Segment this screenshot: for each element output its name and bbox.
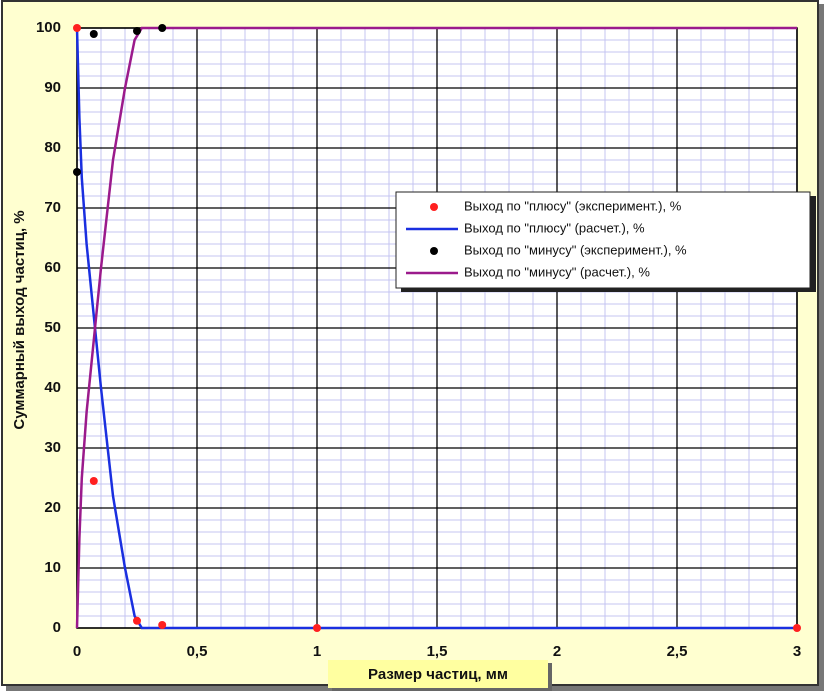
x-tick-label: 2 — [553, 643, 561, 660]
y-tick-label: 70 — [44, 199, 61, 216]
y-axis-title: Суммарный выход частиц, % — [11, 210, 28, 429]
data-point — [73, 24, 81, 32]
data-point — [133, 616, 141, 625]
legend-label: Выход по "плюсу" (расчет.), % — [464, 220, 645, 235]
data-point — [158, 621, 167, 629]
x-tick-label: 3 — [793, 643, 801, 660]
y-tick-label: 60 — [44, 259, 61, 276]
x-tick-label: 0,5 — [187, 643, 208, 660]
legend-label: Выход по "плюсу" (эксперимент.), % — [464, 198, 682, 213]
y-tick-label: 90 — [44, 79, 61, 96]
data-point — [158, 24, 167, 32]
data-point — [133, 27, 141, 35]
legend-label: Выход по "минусу" (эксперимент.), % — [464, 242, 687, 257]
marks — [73, 24, 801, 632]
legend-label: Выход по "минусу" (расчет.), % — [464, 264, 650, 279]
y-tick-label: 40 — [44, 379, 61, 396]
y-tick-label: 100 — [36, 19, 61, 36]
legend: Выход по "плюсу" (эксперимент.), % Выход … — [395, 191, 811, 289]
x-tick-label: 1 — [313, 643, 321, 660]
y-tick-label: 10 — [44, 559, 61, 576]
y-tick-label: 20 — [44, 499, 61, 516]
y-tick-label: 80 — [44, 139, 61, 156]
data-point — [313, 624, 321, 632]
data-point — [73, 168, 81, 176]
legend-marker — [430, 247, 438, 255]
x-title-box — [328, 660, 548, 688]
x-axis-title: Размер частиц, мм — [368, 666, 508, 683]
x-tick-label: 0 — [73, 643, 81, 660]
y-tick-label: 30 — [44, 439, 61, 456]
x-tick-label: 1,5 — [427, 643, 448, 660]
y-tick-label: 0 — [53, 619, 61, 636]
legend-box — [395, 191, 811, 289]
data-point — [89, 477, 98, 485]
data-point — [793, 624, 801, 632]
y-tick-label: 50 — [44, 319, 61, 336]
series-line — [75, 26, 797, 629]
x-tick-label: 2,5 — [667, 643, 688, 660]
legend-marker — [430, 203, 438, 211]
data-point — [89, 30, 98, 38]
